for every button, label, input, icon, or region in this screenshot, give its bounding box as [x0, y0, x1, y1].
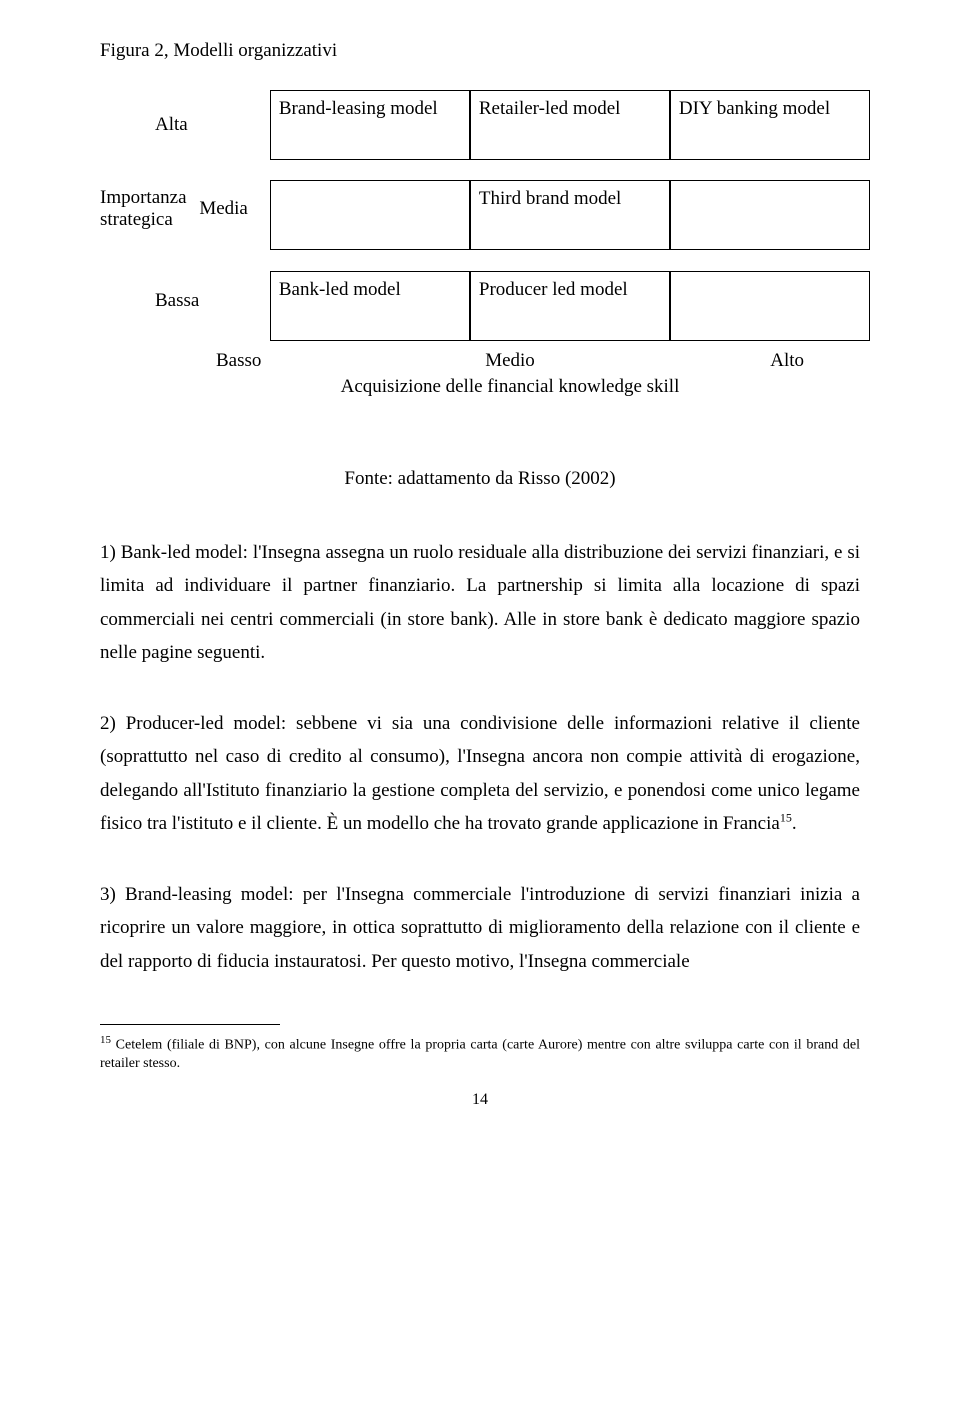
footnote-rule — [100, 1024, 280, 1025]
cell-bassa-alto — [670, 271, 870, 341]
x-axis-caption: Acquisizione delle financial knowledge s… — [210, 376, 810, 398]
cell-bassa-medio: Producer led model — [470, 271, 670, 341]
footnote-number: 15 — [100, 1034, 111, 1046]
x-label-alto: Alto — [608, 350, 810, 372]
y-label-alta: Alta — [100, 90, 199, 160]
y-axis-title-line2: strategica — [100, 209, 199, 231]
figure-source: Fonte: adattamento da Risso (2002) — [100, 468, 860, 490]
y-value-col: Media — [199, 90, 270, 344]
cell-media-alto — [670, 180, 870, 250]
cell-alta-medio: Retailer-led model — [470, 90, 670, 160]
cell-media-medio: Third brand model — [470, 180, 670, 250]
x-label-basso: Basso — [210, 350, 412, 372]
x-label-medio: Medio — [412, 350, 608, 372]
matrix-grid: Brand-leasing model Retailer-led model D… — [270, 90, 870, 344]
page: Figura 2, Modelli organizzativi Alta Imp… — [0, 0, 960, 1139]
paragraph-1: 1) Bank-led model: l'Insegna assegna un … — [100, 536, 860, 669]
cell-alta-basso: Brand-leasing model — [270, 90, 470, 160]
y-axis-labels: Alta Importanza strategica Bassa — [100, 90, 199, 344]
y-value-media: Media — [199, 174, 270, 244]
cell-media-basso — [270, 180, 470, 250]
footnote-ref-15: 15 — [780, 810, 792, 824]
paragraph-2-post: . — [792, 813, 797, 834]
footnote-text: Cetelem (filiale di BNP), con alcune Ins… — [100, 1037, 860, 1070]
page-number: 14 — [100, 1091, 860, 1109]
figure-matrix: Alta Importanza strategica Bassa Media B… — [100, 90, 860, 344]
y-label-media: Importanza strategica — [100, 174, 199, 244]
cell-bassa-basso: Bank-led model — [270, 271, 470, 341]
y-axis-title-line1: Importanza — [100, 187, 199, 209]
x-axis-labels: Basso Medio Alto — [210, 350, 810, 372]
cell-alta-alto: DIY banking model — [670, 90, 870, 160]
footnote-15: 15 Cetelem (filiale di BNP), con alcune … — [100, 1033, 860, 1073]
paragraph-2: 2) Producer-led model: sebbene vi sia un… — [100, 707, 860, 840]
paragraph-2-pre: 2) Producer-led model: sebbene vi sia un… — [100, 713, 860, 834]
figure-title: Figura 2, Modelli organizzativi — [100, 40, 860, 62]
y-label-bassa: Bassa — [100, 258, 199, 344]
paragraph-3: 3) Brand-leasing model: per l'Insegna co… — [100, 878, 860, 978]
